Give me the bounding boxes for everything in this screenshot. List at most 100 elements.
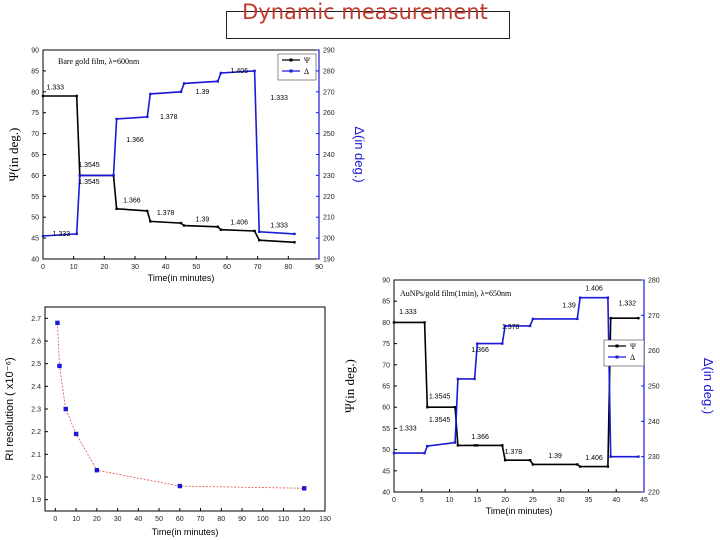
x-tick-label: 20 [501,497,509,504]
delta-point [426,444,429,448]
psi-point [426,406,429,409]
x-tick-label: 5 [420,497,424,504]
y-tick-label: 50 [31,215,39,222]
x-tick-label: 30 [131,264,139,271]
x-tick-label: 80 [217,516,225,523]
y-tick-label: 2.2 [31,429,41,436]
ri-value-label: 1.366 [126,137,144,144]
y2-tick-label: 270 [323,89,335,96]
x-tick-label: 80 [284,264,292,271]
y-tick-label: 60 [382,405,390,412]
y-tick-label: 2.6 [31,339,41,346]
psi-point [473,444,476,447]
ri-value-label: 1.333 [399,309,417,316]
y-tick-label: 40 [382,490,390,497]
chart-ri-resolution: 0 10 20 30 40 50 60 70 80 90 100 110 120 130 1.9 2.0 2.1… [4,306,331,537]
delta-point [423,451,426,455]
psi-point [253,229,256,233]
x-tick-label: 20 [93,516,101,523]
delta-point [503,324,507,328]
y-tick-label: 2.3 [31,407,41,414]
x-axis-title: Time(in minutes) [152,527,219,537]
x-tick-label: 60 [223,264,231,271]
psi-point [219,228,223,231]
legend-label: Δ [304,67,309,76]
y-tick-label: 2.5 [31,361,41,368]
delta-point [609,455,612,458]
y2-tick-label: 210 [323,215,335,222]
delta-series-line [394,296,639,458]
chart-aunps-gold: 0 5 10 15 20 25 30 35 40 45 40 45 50 55 60 65 70 75 80 85 90… [342,278,716,517]
ri-value-label: 1.333 [53,231,71,238]
x-tick-label: 40 [134,516,142,523]
x-tick-label: 20 [100,264,108,271]
delta-point [392,451,396,455]
y2-tick-label: 290 [323,48,335,55]
x-tick-label: 40 [162,264,170,271]
psi-point [149,220,152,223]
y2-tick-label: 250 [648,384,660,391]
x-tick-label: 50 [192,264,200,271]
psi-point [576,463,579,466]
chart-title: Bare gold film, λ=600nm [58,57,140,66]
y-tick-label: 70 [31,131,39,138]
legend-box [603,339,645,367]
psi-point [637,316,640,320]
y-axis-title: RI resolution ( x10⁻⁶) [4,357,16,460]
y-tick-label: 50 [382,447,390,454]
y-tick-label: 75 [382,341,390,348]
y-tick-label: 80 [31,89,39,96]
delta-point [112,174,115,177]
x-tick-label: 70 [254,264,262,271]
ri-value-label: 1.333 [399,426,417,433]
x-tick-label: 100 [257,516,269,523]
plot-frame [44,306,326,512]
y-tick-label: 1.9 [31,497,41,504]
x-tick-label: 10 [72,516,80,523]
y2-axis-title: Δ(in deg.) [352,126,367,182]
x-tick-label: 15 [473,497,481,504]
delta-point [528,324,532,328]
data-point [73,431,79,437]
delta-point [578,296,582,299]
delta-point [149,92,152,96]
ri-value-label: 1.3545 [429,394,451,401]
delta-point [115,117,118,121]
delta-point [182,82,186,85]
y2-tick-label: 280 [648,278,660,285]
delta-point [146,115,149,119]
legend-marker [615,355,619,359]
psi-point [453,406,457,409]
y-tick-label: 90 [382,278,390,285]
data-point [177,483,183,489]
x-tick-label: 130 [319,516,331,523]
data-point [94,468,100,473]
x-tick-label: 50 [155,516,163,523]
y2-tick-label: 190 [323,257,335,264]
ri-value-label: 1.366 [471,347,489,354]
psi-point [146,209,149,213]
x-tick-label: 30 [557,497,565,504]
ri-value-label: 1.378 [502,324,520,331]
ri-value-label: 1.333 [270,95,288,102]
delta-point [453,441,457,444]
y-tick-label: 75 [31,110,39,117]
y-axis-title: Ψ(in deg.) [342,359,357,413]
x-axis-title: Time(in minutes) [148,273,215,283]
delta-point [476,342,479,345]
x-tick-label: 25 [529,497,537,504]
psi-series-line [394,317,639,468]
psi-point [578,465,582,468]
delta-point [258,230,261,234]
ri-value-label: 1.378 [157,210,175,217]
delta-series-line [42,70,295,237]
x-tick-label: 45 [640,497,648,504]
y2-tick-label: 260 [323,110,335,117]
x-tick-label: 60 [176,516,184,523]
ri-value-label: 1.39 [562,303,576,310]
chart-bare-gold: 0 10 20 30 40 50 60 70 80 90 40 45 50 55 60 65 70 75 80 85 9… [6,48,367,284]
chart-title: AuNPs/gold film(1min), λ=650nm [400,289,512,298]
x-tick-label: 40 [612,497,620,504]
psi-point [293,241,296,244]
psi-point [75,94,78,98]
